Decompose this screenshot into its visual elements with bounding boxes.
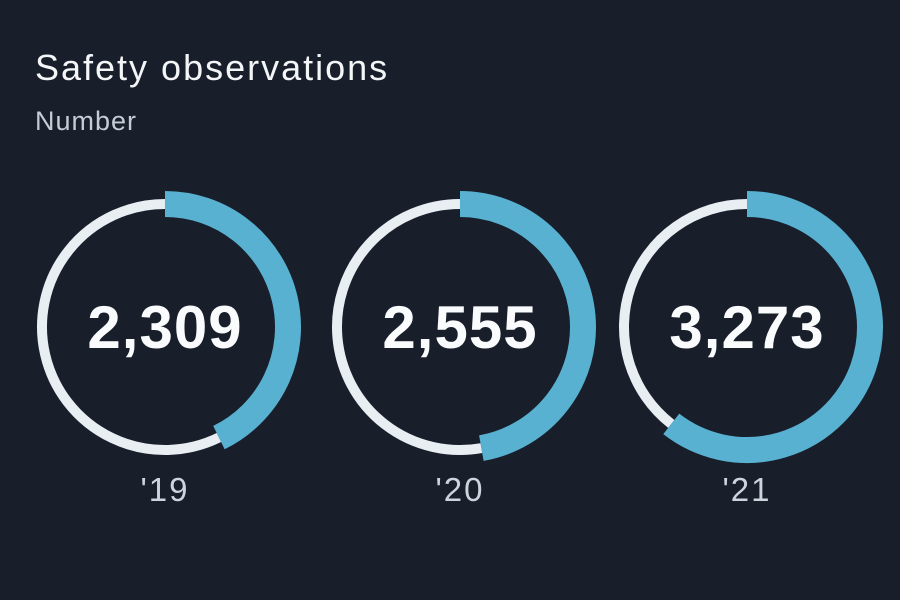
donut-year-label-2021: '21 [722, 471, 772, 508]
donut-value-2019: 2,309 [87, 293, 243, 361]
donut-ring-svg [37, 191, 301, 455]
donut-value-2020: 2,555 [382, 293, 538, 361]
donut-ring-svg [332, 191, 596, 461]
chart-unit-label: Number [35, 106, 138, 137]
page-title: Safety observations [35, 47, 390, 88]
donut-value-2021: 3,273 [669, 293, 825, 361]
donut-year-label-2019: '19 [140, 471, 190, 508]
donut-chart-2020: 2,555 '20 [320, 187, 600, 509]
donut-year-label-2020: '20 [435, 471, 485, 508]
donut-ring-2019: 2,309 [25, 187, 305, 467]
donut-ring-svg [618, 191, 883, 463]
donut-ring-2020: 2,555 [320, 187, 600, 467]
donut-chart-row: 2,309 '19 2,555 '20 3,273 '21 [0, 187, 900, 517]
donut-ring-2021: 3,273 [607, 187, 887, 467]
chart-header: Safety observations Number [35, 46, 389, 138]
donut-chart-2021: 3,273 '21 [607, 187, 887, 509]
donut-chart-2019: 2,309 '19 [25, 187, 305, 509]
